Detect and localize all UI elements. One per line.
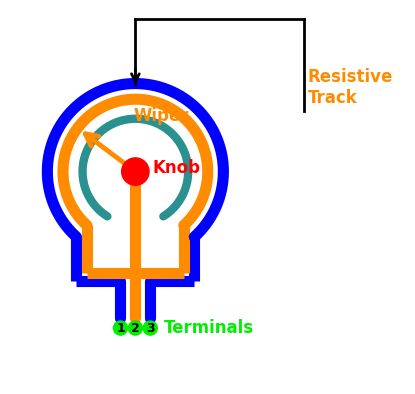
Text: Resistive
Track: Resistive Track — [308, 68, 393, 107]
Text: 2: 2 — [131, 322, 140, 335]
Circle shape — [122, 158, 149, 185]
Circle shape — [143, 321, 157, 335]
Circle shape — [128, 321, 142, 335]
Text: Terminals: Terminals — [164, 319, 254, 337]
Text: 3: 3 — [146, 322, 154, 335]
Text: 1: 1 — [116, 322, 125, 335]
Text: Wiper: Wiper — [133, 107, 189, 125]
Circle shape — [113, 321, 127, 335]
Text: Knob: Knob — [153, 160, 201, 177]
